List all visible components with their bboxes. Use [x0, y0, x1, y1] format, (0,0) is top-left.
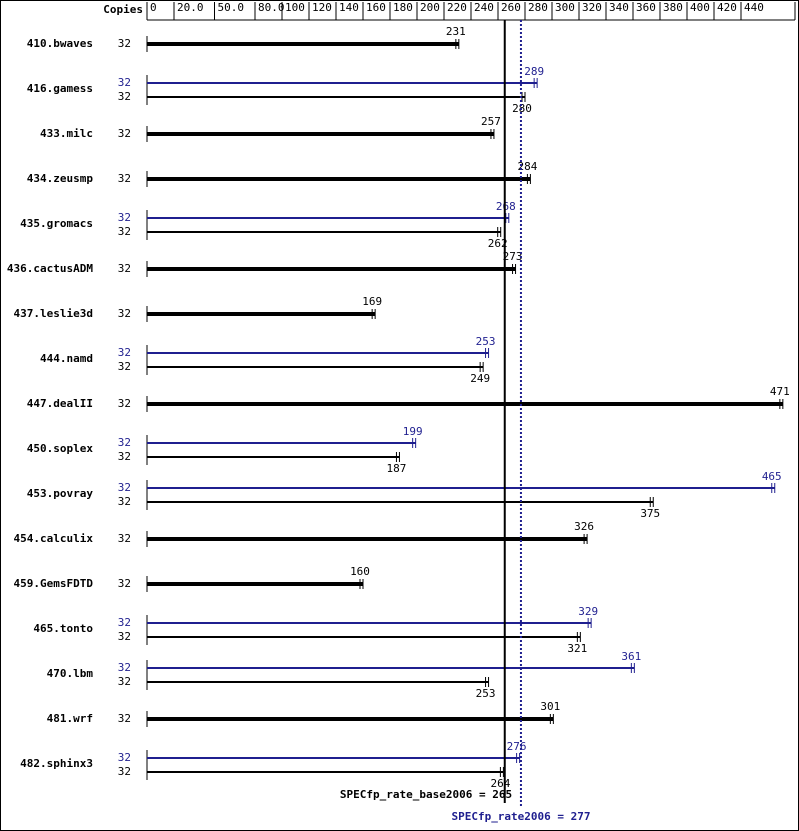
copies: 32: [118, 397, 131, 410]
copies: 32: [118, 262, 131, 275]
value-label: 361: [621, 650, 641, 663]
benchmark-name: 481.wrf: [47, 712, 93, 725]
x-tick-label: 320: [582, 1, 602, 14]
copies: 32: [118, 712, 131, 725]
value-label: 301: [540, 700, 560, 713]
value-label: 262: [488, 237, 508, 250]
x-tick-label: 160: [366, 1, 386, 14]
benchmark-name: 450.soplex: [27, 442, 94, 455]
axis-label: Copies: [103, 3, 143, 16]
benchmark-name: 454.calculix: [14, 532, 94, 545]
value-label: 169: [362, 295, 382, 308]
x-tick-label: 20.0: [177, 1, 204, 14]
benchmark-name: 435.gromacs: [20, 217, 93, 230]
copies: 32: [118, 630, 131, 643]
value-label: 160: [350, 565, 370, 578]
copies: 32: [118, 225, 131, 238]
benchmark-name: 410.bwaves: [27, 37, 93, 50]
x-tick-label: 300: [555, 1, 575, 14]
x-tick-label: 380: [663, 1, 683, 14]
x-tick-label: 260: [501, 1, 521, 14]
copies: 32: [118, 346, 131, 359]
x-tick-label: 100: [285, 1, 305, 14]
x-tick-label: 240: [474, 1, 494, 14]
copies: 32: [118, 436, 131, 449]
copies: 32: [118, 360, 131, 373]
benchmark-name: 470.lbm: [47, 667, 94, 680]
x-tick-label: 340: [609, 1, 629, 14]
value-label: 249: [470, 372, 490, 385]
value-label: 253: [476, 335, 496, 348]
benchmark-name: 459.GemsFDTD: [14, 577, 94, 590]
copies: 32: [118, 751, 131, 764]
value-label: 465: [762, 470, 782, 483]
x-tick-label: 200: [420, 1, 440, 14]
copies: 32: [118, 675, 131, 688]
x-tick-label: 420: [717, 1, 737, 14]
benchmark-name: 453.povray: [27, 487, 94, 500]
value-label: 231: [446, 25, 466, 38]
benchmark-name: 465.tonto: [33, 622, 93, 635]
copies: 32: [118, 495, 131, 508]
copies: 32: [118, 90, 131, 103]
benchmark-name: 437.leslie3d: [14, 307, 93, 320]
x-tick-label: 440: [744, 1, 764, 14]
value-label: 273: [503, 250, 523, 263]
copies: 32: [118, 481, 131, 494]
benchmark-name: 434.zeusmp: [27, 172, 94, 185]
benchmark-name: 416.gamess: [27, 82, 93, 95]
x-tick-label: 280: [528, 1, 548, 14]
x-tick-label: 220: [447, 1, 467, 14]
value-label: 253: [476, 687, 496, 700]
benchmark-name: 436.cactusADM: [7, 262, 93, 275]
value-label: 280: [512, 102, 532, 115]
value-label: 375: [640, 507, 660, 520]
benchmark-name: 433.milc: [40, 127, 93, 140]
x-tick-label: 360: [636, 1, 656, 14]
benchmark-name: 444.namd: [40, 352, 93, 365]
value-label: 329: [578, 605, 598, 618]
value-label: 268: [496, 200, 516, 213]
copies: 32: [118, 172, 131, 185]
value-label: 257: [481, 115, 501, 128]
base-label: SPECfp_rate_base2006 = 265: [340, 788, 512, 801]
value-label: 471: [770, 385, 790, 398]
x-tick-label: 400: [690, 1, 710, 14]
x-tick-label: 140: [339, 1, 359, 14]
value-label: 276: [507, 740, 527, 753]
copies: 32: [118, 450, 131, 463]
copies: 32: [118, 577, 131, 590]
value-label: 321: [567, 642, 587, 655]
copies: 32: [118, 307, 131, 320]
value-label: 199: [403, 425, 423, 438]
x-tick-label: 0: [150, 1, 157, 14]
copies: 32: [118, 661, 131, 674]
value-label: 326: [574, 520, 594, 533]
value-label: 289: [524, 65, 544, 78]
x-tick-label: 80.0: [258, 1, 285, 14]
copies: 32: [118, 765, 131, 778]
x-tick-label: 50.0: [218, 1, 245, 14]
copies: 32: [118, 532, 131, 545]
copies: 32: [118, 211, 131, 224]
value-label: 284: [517, 160, 537, 173]
x-tick-label: 120: [312, 1, 332, 14]
benchmark-name: 482.sphinx3: [20, 757, 93, 770]
copies: 32: [118, 76, 131, 89]
copies: 32: [118, 37, 131, 50]
copies: 32: [118, 127, 131, 140]
x-tick-label: 180: [393, 1, 413, 14]
copies: 32: [118, 616, 131, 629]
benchmark-name: 447.dealII: [27, 397, 93, 410]
value-label: 187: [387, 462, 407, 475]
peak-label: SPECfp_rate2006 = 277: [451, 810, 590, 823]
